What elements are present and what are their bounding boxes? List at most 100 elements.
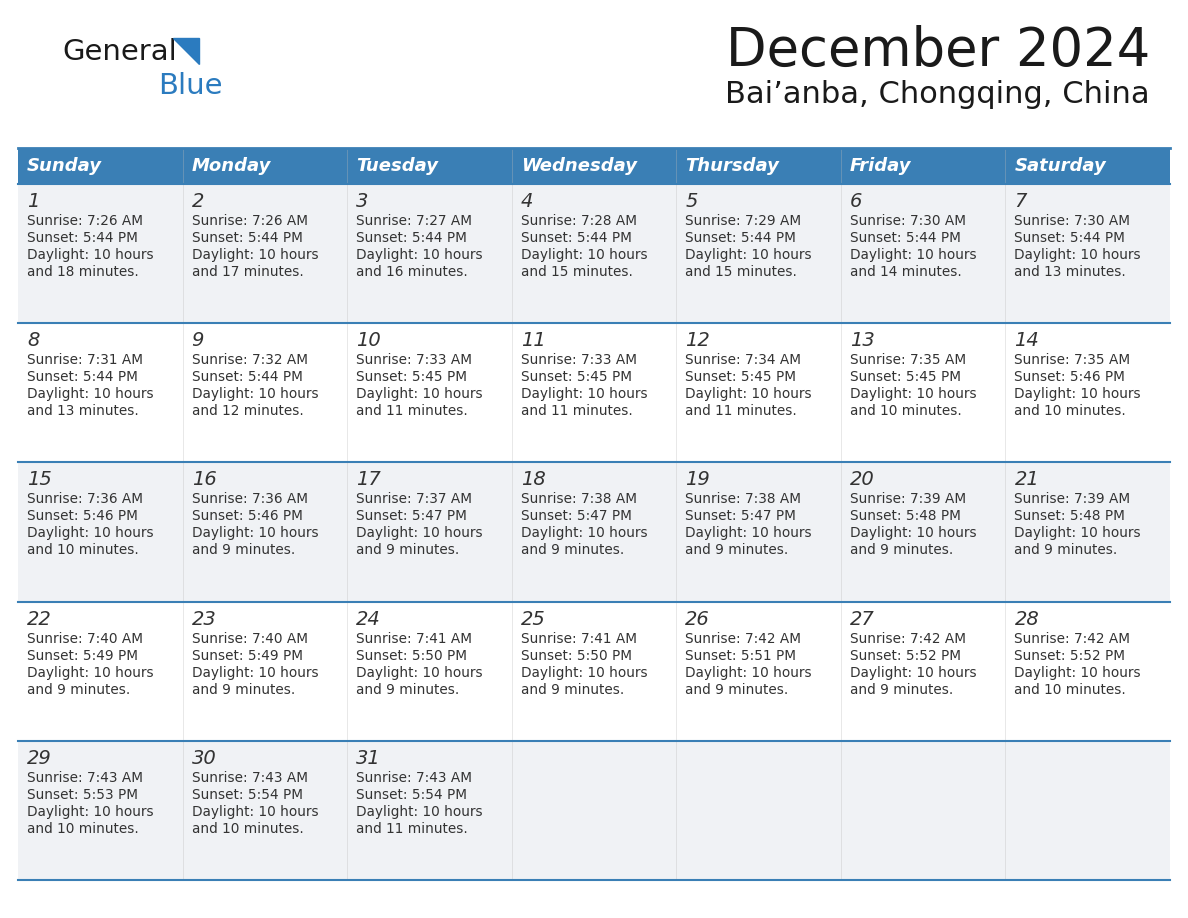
Text: Daylight: 10 hours: Daylight: 10 hours [520,666,647,679]
Text: Daylight: 10 hours: Daylight: 10 hours [27,248,153,262]
Text: Daylight: 10 hours: Daylight: 10 hours [685,248,811,262]
Text: Sunrise: 7:32 AM: Sunrise: 7:32 AM [191,353,308,367]
Text: and 10 minutes.: and 10 minutes. [191,822,303,835]
Polygon shape [173,38,200,64]
Text: Sunset: 5:47 PM: Sunset: 5:47 PM [685,509,796,523]
Text: and 16 minutes.: and 16 minutes. [356,265,468,279]
Text: Thursday: Thursday [685,157,779,175]
Text: and 9 minutes.: and 9 minutes. [191,683,295,697]
Text: and 15 minutes.: and 15 minutes. [685,265,797,279]
Text: 12: 12 [685,331,710,350]
Text: Sunset: 5:44 PM: Sunset: 5:44 PM [1015,231,1125,245]
Text: 30: 30 [191,749,216,767]
Text: Daylight: 10 hours: Daylight: 10 hours [1015,248,1140,262]
Text: Sunrise: 7:30 AM: Sunrise: 7:30 AM [1015,214,1131,228]
Text: 21: 21 [1015,470,1040,489]
Text: and 11 minutes.: and 11 minutes. [356,404,468,419]
Text: Daylight: 10 hours: Daylight: 10 hours [191,805,318,819]
Bar [18,184,1170,323]
Text: Sunset: 5:46 PM: Sunset: 5:46 PM [27,509,138,523]
Text: Daylight: 10 hours: Daylight: 10 hours [191,666,318,679]
Text: Daylight: 10 hours: Daylight: 10 hours [356,805,482,819]
Text: and 9 minutes.: and 9 minutes. [27,683,131,697]
Text: Sunset: 5:47 PM: Sunset: 5:47 PM [356,509,467,523]
Text: 17: 17 [356,470,381,489]
Text: 20: 20 [849,470,874,489]
Bar [18,323,1170,463]
Text: Sunset: 5:54 PM: Sunset: 5:54 PM [191,788,303,801]
Text: Daylight: 10 hours: Daylight: 10 hours [685,387,811,401]
Text: Daylight: 10 hours: Daylight: 10 hours [520,387,647,401]
Text: Sunrise: 7:31 AM: Sunrise: 7:31 AM [27,353,143,367]
Text: Sunset: 5:49 PM: Sunset: 5:49 PM [27,649,138,663]
Text: Sunrise: 7:42 AM: Sunrise: 7:42 AM [685,632,801,645]
Text: 27: 27 [849,610,874,629]
Text: Sunrise: 7:30 AM: Sunrise: 7:30 AM [849,214,966,228]
Text: and 9 minutes.: and 9 minutes. [356,543,460,557]
Text: Sunset: 5:48 PM: Sunset: 5:48 PM [1015,509,1125,523]
Text: Daylight: 10 hours: Daylight: 10 hours [685,526,811,541]
Text: 1: 1 [27,192,39,211]
Text: Sunset: 5:46 PM: Sunset: 5:46 PM [191,509,303,523]
Text: 23: 23 [191,610,216,629]
Text: Sunset: 5:44 PM: Sunset: 5:44 PM [685,231,796,245]
Text: Sunrise: 7:42 AM: Sunrise: 7:42 AM [849,632,966,645]
Text: Sunday: Sunday [27,157,102,175]
Text: and 11 minutes.: and 11 minutes. [520,404,632,419]
Text: and 12 minutes.: and 12 minutes. [191,404,303,419]
Text: Daylight: 10 hours: Daylight: 10 hours [191,387,318,401]
Text: Sunset: 5:50 PM: Sunset: 5:50 PM [356,649,467,663]
Text: Daylight: 10 hours: Daylight: 10 hours [849,666,977,679]
Text: and 9 minutes.: and 9 minutes. [849,543,953,557]
Text: Sunset: 5:44 PM: Sunset: 5:44 PM [27,370,138,385]
Text: Sunrise: 7:43 AM: Sunrise: 7:43 AM [356,771,472,785]
Text: and 10 minutes.: and 10 minutes. [1015,404,1126,419]
Text: 4: 4 [520,192,533,211]
Text: Sunrise: 7:29 AM: Sunrise: 7:29 AM [685,214,802,228]
Text: Sunset: 5:45 PM: Sunset: 5:45 PM [520,370,632,385]
Text: Daylight: 10 hours: Daylight: 10 hours [356,248,482,262]
Text: Sunset: 5:52 PM: Sunset: 5:52 PM [849,649,961,663]
Text: Sunrise: 7:27 AM: Sunrise: 7:27 AM [356,214,472,228]
Text: Sunrise: 7:43 AM: Sunrise: 7:43 AM [27,771,143,785]
Text: Sunset: 5:50 PM: Sunset: 5:50 PM [520,649,632,663]
Text: Sunset: 5:45 PM: Sunset: 5:45 PM [685,370,796,385]
Text: Sunset: 5:51 PM: Sunset: 5:51 PM [685,649,796,663]
Text: Sunset: 5:44 PM: Sunset: 5:44 PM [520,231,632,245]
Text: and 14 minutes.: and 14 minutes. [849,265,961,279]
Text: and 11 minutes.: and 11 minutes. [356,822,468,835]
Text: 26: 26 [685,610,710,629]
Text: Sunrise: 7:40 AM: Sunrise: 7:40 AM [191,632,308,645]
Text: Sunset: 5:44 PM: Sunset: 5:44 PM [191,231,303,245]
Text: Sunset: 5:44 PM: Sunset: 5:44 PM [191,370,303,385]
Text: Sunrise: 7:35 AM: Sunrise: 7:35 AM [849,353,966,367]
Text: 25: 25 [520,610,545,629]
Text: Monday: Monday [191,157,271,175]
Text: Daylight: 10 hours: Daylight: 10 hours [191,248,318,262]
Text: Daylight: 10 hours: Daylight: 10 hours [27,666,153,679]
Text: and 9 minutes.: and 9 minutes. [849,683,953,697]
Text: Sunrise: 7:43 AM: Sunrise: 7:43 AM [191,771,308,785]
Text: 14: 14 [1015,331,1040,350]
Text: Daylight: 10 hours: Daylight: 10 hours [191,526,318,541]
Text: 2: 2 [191,192,204,211]
Text: Sunset: 5:54 PM: Sunset: 5:54 PM [356,788,467,801]
Text: Sunrise: 7:39 AM: Sunrise: 7:39 AM [1015,492,1131,507]
Text: Saturday: Saturday [1015,157,1106,175]
Text: 11: 11 [520,331,545,350]
Text: Daylight: 10 hours: Daylight: 10 hours [1015,387,1140,401]
Text: Daylight: 10 hours: Daylight: 10 hours [27,805,153,819]
Text: Sunrise: 7:26 AM: Sunrise: 7:26 AM [27,214,143,228]
Text: Sunset: 5:44 PM: Sunset: 5:44 PM [356,231,467,245]
Text: Sunset: 5:45 PM: Sunset: 5:45 PM [849,370,961,385]
Text: 19: 19 [685,470,710,489]
Text: 5: 5 [685,192,697,211]
Text: Daylight: 10 hours: Daylight: 10 hours [849,387,977,401]
Text: and 9 minutes.: and 9 minutes. [685,683,789,697]
Text: and 15 minutes.: and 15 minutes. [520,265,632,279]
Text: 7: 7 [1015,192,1026,211]
Text: 8: 8 [27,331,39,350]
Text: Sunset: 5:47 PM: Sunset: 5:47 PM [520,509,632,523]
Text: Daylight: 10 hours: Daylight: 10 hours [849,248,977,262]
Text: Sunset: 5:49 PM: Sunset: 5:49 PM [191,649,303,663]
